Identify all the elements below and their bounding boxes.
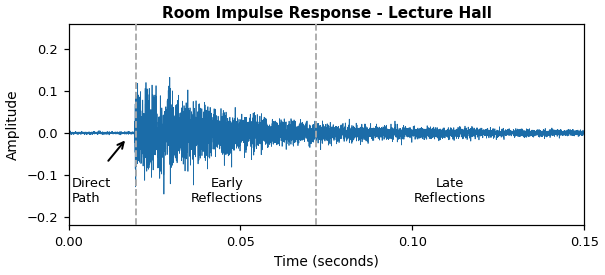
Text: Direct
Path: Direct Path bbox=[72, 177, 111, 205]
Text: Early
Reflections: Early Reflections bbox=[191, 177, 263, 205]
Title: Room Impulse Response - Lecture Hall: Room Impulse Response - Lecture Hall bbox=[162, 6, 491, 21]
Text: Late
Reflections: Late Reflections bbox=[414, 177, 486, 205]
X-axis label: Time (seconds): Time (seconds) bbox=[274, 255, 379, 269]
Y-axis label: Amplitude: Amplitude bbox=[6, 89, 20, 160]
